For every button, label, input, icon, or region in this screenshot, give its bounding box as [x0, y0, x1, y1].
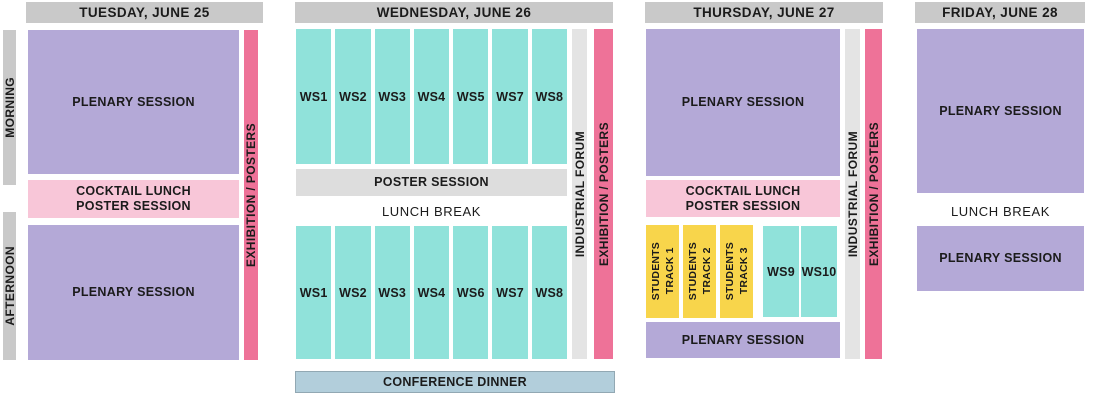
workshop-cell: WS2: [335, 29, 371, 164]
thursday-plenary-bottom: PLENARY SESSION: [646, 322, 840, 358]
tuesday-exhibition-posters-bar: EXHIBITION / POSTERS: [244, 30, 258, 360]
students-track-line1: STUDENTS: [723, 242, 736, 301]
afternoon-label: AFTERNOON: [2, 246, 17, 326]
morning-label-bar: MORNING: [2, 30, 17, 185]
students-track-line2: TRACK 2: [700, 248, 713, 295]
friday-plenary-afternoon: PLENARY SESSION: [917, 226, 1084, 291]
friday-plenary-morning: PLENARY SESSION: [917, 29, 1084, 193]
workshop-cell: WS4: [413, 226, 450, 359]
workshop-cell: WS6: [453, 226, 489, 359]
wednesday-industrial-forum-bar: INDUSTRIAL FORUM: [572, 29, 587, 359]
workshop-cell: WS3: [374, 29, 410, 164]
industrial-forum-label: INDUSTRIAL FORUM: [572, 130, 587, 258]
afternoon-label-bar: AFTERNOON: [2, 212, 17, 360]
exhibition-posters-label: EXHIBITION / POSTERS: [866, 121, 881, 267]
wednesday-lunch-break: LUNCH BREAK: [381, 203, 482, 219]
workshop-cell: WS8: [531, 226, 567, 359]
cocktail-lunch-line1: COCKTAIL LUNCH: [76, 184, 191, 198]
wednesday-header: WEDNESDAY, JUNE 26: [295, 2, 613, 23]
thursday-header: THURSDAY, JUNE 27: [645, 2, 883, 23]
thursday-industrial-forum-bar: INDUSTRIAL FORUM: [845, 29, 860, 359]
workshop-cell: WS9: [763, 226, 799, 317]
students-track-line1: STUDENTS: [686, 242, 699, 301]
cocktail-lunch-line2: POSTER SESSION: [76, 199, 191, 213]
wednesday-afternoon-workshops: WS1 WS2 WS3 WS4 WS6 WS7 WS8: [296, 226, 567, 359]
workshop-cell: WS10: [801, 226, 837, 317]
tuesday-header: TUESDAY, JUNE 25: [26, 2, 263, 23]
thursday-cocktail-lunch: COCKTAIL LUNCH POSTER SESSION: [646, 180, 840, 217]
students-track-line2: TRACK 3: [737, 248, 750, 295]
exhibition-posters-label: EXHIBITION / POSTERS: [596, 121, 611, 267]
morning-label: MORNING: [2, 77, 17, 138]
cocktail-lunch-line1: COCKTAIL LUNCH: [685, 183, 801, 198]
friday-header: FRIDAY, JUNE 28: [915, 2, 1085, 23]
wednesday-morning-workshops: WS1 WS2 WS3 WS4 WS5 WS7 WS8: [296, 29, 567, 164]
workshop-cell: WS3: [374, 226, 410, 359]
industrial-forum-label: INDUSTRIAL FORUM: [845, 130, 860, 258]
tuesday-plenary-morning: PLENARY SESSION: [28, 30, 239, 174]
tuesday-plenary-afternoon: PLENARY SESSION: [28, 225, 239, 360]
wednesday-conference-dinner: CONFERENCE DINNER: [295, 371, 615, 393]
workshop-cell: WS4: [413, 29, 450, 164]
cocktail-lunch-line2: POSTER SESSION: [685, 198, 801, 213]
friday-lunch-break: LUNCH BREAK: [950, 203, 1051, 219]
workshop-cell: WS8: [531, 29, 567, 164]
thursday-plenary-morning: PLENARY SESSION: [646, 29, 840, 176]
workshop-cell: WS7: [492, 226, 528, 359]
thursday-students-track-3: STUDENTS TRACK 3: [720, 225, 753, 318]
tuesday-cocktail-lunch: COCKTAIL LUNCH POSTER SESSION: [28, 180, 239, 218]
students-track-line1: STUDENTS: [649, 242, 662, 301]
students-track-line2: TRACK 1: [663, 248, 676, 295]
wednesday-poster-session: POSTER SESSION: [296, 169, 567, 196]
workshop-cell: WS1: [296, 29, 332, 164]
workshop-cell: WS1: [296, 226, 332, 359]
wednesday-exhibition-posters-bar: EXHIBITION / POSTERS: [594, 29, 613, 359]
exhibition-posters-label: EXHIBITION / POSTERS: [244, 122, 258, 268]
workshop-cell: WS7: [492, 29, 528, 164]
thursday-students-track-2: STUDENTS TRACK 2: [683, 225, 716, 318]
workshop-cell: WS5: [453, 29, 489, 164]
thursday-exhibition-posters-bar: EXHIBITION / POSTERS: [865, 29, 882, 359]
workshop-cell: WS2: [335, 226, 371, 359]
thursday-students-track-1: STUDENTS TRACK 1: [646, 225, 679, 318]
